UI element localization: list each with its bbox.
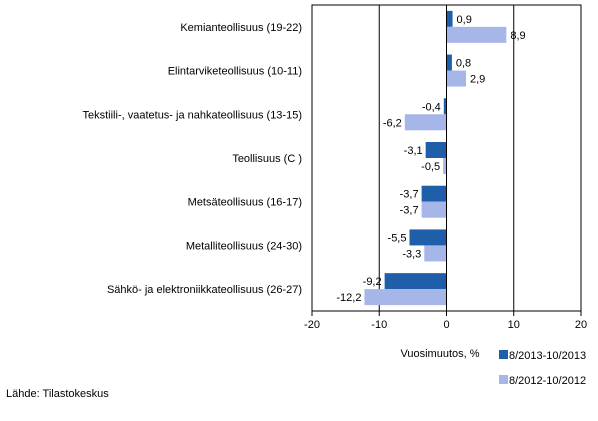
data-label-1-7: -9,2: [363, 276, 382, 288]
legend-swatch-2: [499, 375, 508, 384]
bar-2-6: [424, 245, 447, 262]
category-labels: Kemianteollisuus (19-22) Elintarviketeoll…: [83, 22, 303, 296]
x-tick-label-0: -20: [304, 319, 320, 331]
bars: [364, 5, 507, 311]
bar-2-3: [404, 114, 447, 131]
category-label-2: Elintarviketeollisuus (10-11): [168, 66, 302, 78]
data-label-2-1: 8,9: [510, 30, 525, 42]
category-label-3: Tekstiili-, vaatetus- ja nahkateollisuus…: [83, 109, 303, 121]
bar-2-1: [446, 26, 507, 43]
data-label-1-4: -3,1: [404, 145, 423, 157]
bar-2-7: [364, 289, 447, 306]
legend-swatch-1: [499, 350, 508, 359]
data-label-2-3: -6,2: [383, 117, 402, 129]
x-tick-label-4: 20: [575, 319, 587, 331]
data-label-2-6: -3,3: [402, 248, 421, 260]
legend-label-2: 8/2012-10/2012: [509, 375, 586, 387]
legend: 8/2013-10/2013 8/2012-10/2012: [499, 350, 586, 387]
bar-1-2: [446, 54, 452, 71]
data-label-2-7: -12,2: [336, 292, 361, 304]
data-label-1-2: 0,8: [456, 58, 471, 70]
data-label-2-2: 2,9: [470, 74, 485, 86]
bar-1-4: [425, 142, 447, 158]
data-label-1-6: -5,5: [388, 232, 407, 244]
bar-1-3: [443, 98, 447, 115]
x-tick-label-2: 0: [443, 319, 449, 331]
category-label-1: Kemianteollisuus (19-22): [180, 22, 302, 34]
bar-1-1: [446, 10, 453, 27]
bar-2-5: [421, 201, 447, 218]
data-label-1-3: -0,4: [422, 101, 441, 113]
data-label-2-4: -0,5: [421, 161, 440, 173]
bar-1-6: [409, 229, 447, 246]
x-tick-label-3: 10: [508, 319, 520, 331]
data-label-1-5: -3,7: [400, 189, 419, 201]
data-label-2-5: -3,7: [400, 205, 419, 217]
legend-label-1: 8/2013-10/2013: [509, 350, 586, 362]
bar-1-5: [421, 185, 447, 202]
category-label-4: Teollisuus (C ): [232, 153, 302, 165]
category-label-5: Metsäteollisuus (16-17): [188, 197, 302, 209]
data-label-1-1: 0,9: [457, 14, 472, 26]
bar-1-7: [384, 273, 447, 290]
x-tick-label-1: -10: [371, 319, 387, 331]
category-label-6: Metalliteollisuus (24-30): [186, 240, 302, 252]
x-axis-label: Vuosimuutos, %: [400, 348, 479, 360]
x-axis: -20 -10 0 10 20: [304, 311, 587, 331]
source-note: Lähde: Tilastokeskus: [6, 388, 109, 400]
bar-2-4: [443, 158, 447, 174]
data-labels: 0,9 8,9 0,8 2,9 -0,4 -6,2 -3,1 -0,5 -3,7 -3,7 -5,5…: [336, 14, 525, 304]
category-label-7: Sähkö- ja elektroniikkateollisuus (26-27…: [107, 284, 302, 296]
bar-2-2: [446, 70, 467, 87]
